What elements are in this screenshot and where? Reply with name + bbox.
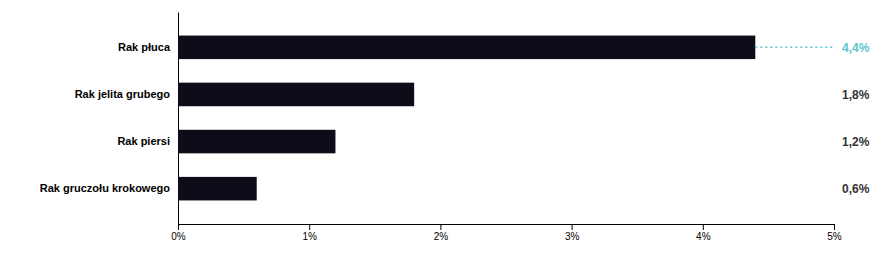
data-label: 1,8% <box>842 88 870 102</box>
x-tick: 3% <box>565 224 580 242</box>
tick-label: 3% <box>565 231 580 242</box>
tick-mark <box>703 224 704 230</box>
data-label: 4,4% <box>842 41 870 55</box>
x-tick: 5% <box>827 224 842 242</box>
bar <box>178 177 257 201</box>
tick-mark <box>309 224 310 230</box>
tick-mark <box>178 224 179 230</box>
tick-label: Rak gruczołu krokowego <box>40 182 170 194</box>
y-tick: Rak piersi <box>117 135 170 147</box>
y-axis: Rak płuca Rak jelita grubego Rak piersi Rak… <box>40 13 179 225</box>
x-tick: 2% <box>434 224 449 242</box>
bar <box>178 36 755 60</box>
tick-label: 4% <box>696 231 711 242</box>
tick-label: Rak piersi <box>117 135 170 147</box>
axis-line <box>179 225 835 231</box>
data-label: 0,6% <box>842 182 870 196</box>
tick-label: 1% <box>302 231 317 242</box>
marks <box>178 36 834 201</box>
data-labels: 0,6% 1,2% 1,8% 4,4% <box>842 41 870 196</box>
x-axis: 0% 1% 2% 3% 4% 5% <box>171 224 842 242</box>
tick-label: 0% <box>171 231 186 242</box>
tick-label: Rak jelita grubego <box>75 88 171 100</box>
tick-label: Rak płuca <box>118 41 171 53</box>
y-tick: Rak płuca <box>118 41 171 53</box>
plot: 0%1%2%3%4%5%Rak płucaRak jelita grubegoR… <box>40 13 870 243</box>
tick-mark <box>440 224 441 230</box>
tick-mark <box>834 224 835 230</box>
tick-mark <box>572 224 573 230</box>
x-tick: 1% <box>302 224 317 242</box>
x-tick: 4% <box>696 224 711 242</box>
tick-label: 5% <box>827 231 842 242</box>
y-tick: Rak gruczołu krokowego <box>40 182 170 194</box>
tick-label: 2% <box>434 231 449 242</box>
bar <box>178 83 414 107</box>
annotation-line <box>755 47 834 49</box>
x-tick: 0% <box>171 224 186 242</box>
bar <box>178 130 335 154</box>
y-tick: Rak jelita grubego <box>75 88 171 100</box>
chart: 0%1%2%3%4%5%Rak płucaRak jelita grubegoR… <box>0 0 896 254</box>
data-label: 1,2% <box>842 135 870 149</box>
